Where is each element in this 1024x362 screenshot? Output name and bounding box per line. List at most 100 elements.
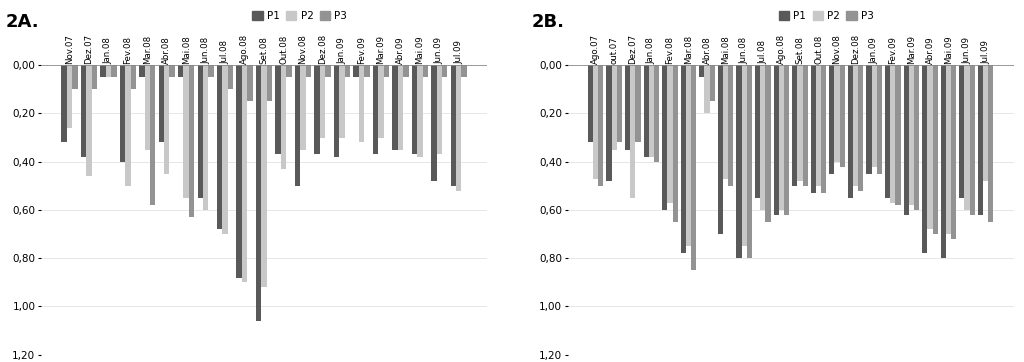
Bar <box>811 65 816 193</box>
Bar <box>686 65 691 246</box>
Bar <box>120 65 125 162</box>
Bar <box>397 65 403 150</box>
Bar <box>885 65 890 198</box>
Bar <box>431 65 436 181</box>
Bar <box>654 65 659 162</box>
Bar <box>189 65 195 217</box>
Bar <box>319 65 326 138</box>
Bar <box>588 65 593 142</box>
Bar <box>339 65 345 138</box>
Bar <box>755 65 760 198</box>
Bar <box>150 65 156 205</box>
Bar <box>630 65 635 198</box>
Bar <box>392 65 397 150</box>
Bar <box>616 65 622 142</box>
Bar <box>946 65 951 234</box>
Bar <box>373 65 378 155</box>
Bar <box>606 65 611 181</box>
Bar <box>923 65 928 253</box>
Bar <box>668 65 673 203</box>
Bar <box>358 65 365 142</box>
Bar <box>741 65 746 246</box>
Bar <box>242 65 248 282</box>
Bar <box>877 65 882 174</box>
Bar <box>170 65 175 77</box>
Bar <box>895 65 900 205</box>
Bar <box>403 65 409 77</box>
Bar <box>718 65 723 234</box>
Bar <box>314 65 319 155</box>
Bar <box>710 65 715 101</box>
Bar <box>442 65 447 77</box>
Bar <box>237 65 242 278</box>
Bar <box>456 65 462 191</box>
Bar <box>951 65 956 239</box>
Bar <box>840 65 845 167</box>
Bar <box>412 65 417 155</box>
Bar <box>779 65 784 210</box>
Bar <box>673 65 678 222</box>
Bar <box>736 65 741 258</box>
Bar <box>105 65 111 77</box>
Bar <box>287 65 292 77</box>
Bar <box>988 65 993 222</box>
Bar <box>914 65 920 210</box>
Bar <box>125 65 130 186</box>
Bar <box>784 65 790 215</box>
Bar <box>326 65 331 77</box>
Bar <box>217 65 222 229</box>
Text: 2B.: 2B. <box>531 13 565 31</box>
Bar <box>334 65 339 157</box>
Text: 2A.: 2A. <box>5 13 39 31</box>
Bar <box>970 65 975 215</box>
Bar <box>835 65 840 162</box>
Bar <box>903 65 908 215</box>
Bar <box>598 65 603 186</box>
Bar <box>353 65 358 77</box>
Bar <box>144 65 150 150</box>
Bar <box>983 65 988 181</box>
Bar <box>691 65 696 270</box>
Bar <box>965 65 970 210</box>
Bar <box>178 65 183 77</box>
Bar <box>86 65 91 176</box>
Bar <box>306 65 311 77</box>
Bar <box>681 65 686 253</box>
Bar <box>81 65 86 157</box>
Bar <box>228 65 233 89</box>
Bar <box>100 65 105 77</box>
Bar <box>203 65 209 210</box>
Bar <box>746 65 752 258</box>
Bar <box>365 65 370 77</box>
Bar <box>378 65 384 138</box>
Bar <box>871 65 877 167</box>
Bar <box>300 65 306 150</box>
Bar <box>649 65 654 157</box>
Bar <box>821 65 826 193</box>
Bar <box>728 65 733 186</box>
Bar <box>635 65 641 142</box>
Bar <box>593 65 598 178</box>
Legend: P1, P2, P3: P1, P2, P3 <box>775 7 878 25</box>
Bar <box>853 65 858 186</box>
Bar <box>423 65 428 77</box>
Bar <box>198 65 203 198</box>
Bar <box>908 65 914 205</box>
Bar <box>91 65 97 89</box>
Bar <box>164 65 170 174</box>
Bar <box>858 65 863 191</box>
Bar <box>611 65 616 150</box>
Bar <box>773 65 779 215</box>
Bar <box>256 65 261 321</box>
Bar <box>72 65 78 89</box>
Bar <box>978 65 983 215</box>
Bar <box>959 65 965 198</box>
Bar <box>933 65 938 234</box>
Bar <box>866 65 871 174</box>
Bar <box>625 65 630 150</box>
Bar <box>928 65 933 229</box>
Bar <box>765 65 771 222</box>
Bar <box>248 65 253 101</box>
Bar <box>139 65 144 77</box>
Bar <box>760 65 765 210</box>
